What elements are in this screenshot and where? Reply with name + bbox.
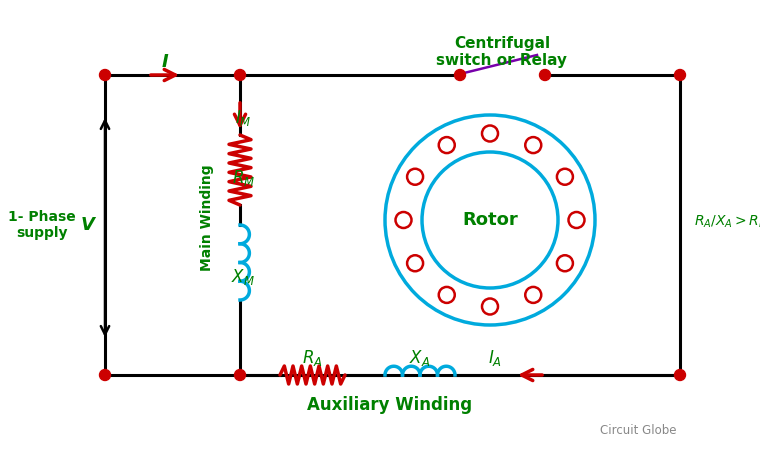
Text: $R_A$: $R_A$ [302,348,322,368]
Text: Rotor: Rotor [462,211,518,229]
Circle shape [675,69,686,80]
Circle shape [235,69,245,80]
Circle shape [675,369,686,381]
Text: V: V [81,216,95,234]
Text: $X_M$: $X_M$ [231,267,255,287]
Text: $X_A$: $X_A$ [410,348,431,368]
Circle shape [454,69,465,80]
Text: Centrifugal
switch or Relay: Centrifugal switch or Relay [436,36,568,68]
Text: $R_M$: $R_M$ [232,168,255,188]
Text: Circuit Globe: Circuit Globe [600,423,676,437]
Circle shape [540,69,550,80]
Circle shape [100,369,110,381]
Text: Auxiliary Winding: Auxiliary Winding [308,396,473,414]
Text: 1- Phase
supply: 1- Phase supply [8,210,76,240]
Text: $I_M$: $I_M$ [236,108,252,128]
Text: $R_A/X_A > R_M/X_M$: $R_A/X_A > R_M/X_M$ [694,214,760,230]
Circle shape [235,369,245,381]
Circle shape [100,69,110,80]
Text: I: I [162,53,169,71]
Text: $I_A$: $I_A$ [488,348,502,368]
Text: Main Winding: Main Winding [200,165,214,272]
